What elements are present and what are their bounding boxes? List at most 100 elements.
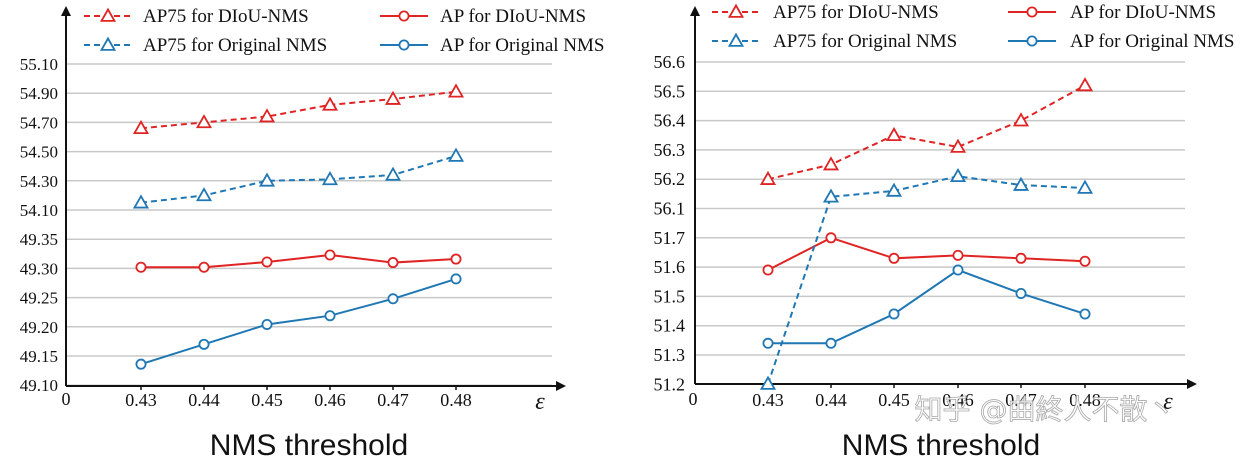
y-tick-label: 56.2 — [654, 169, 686, 189]
data-point — [1012, 176, 1030, 191]
legend-item: AP75 for DIoU-NMS — [84, 6, 309, 27]
series-ap75-for-diou-nms — [759, 77, 1094, 185]
data-point — [949, 167, 967, 183]
legend-marker — [1026, 6, 1038, 18]
y-tick-label: 51.3 — [654, 345, 686, 365]
x-axis-title: NMS threshold — [210, 429, 408, 462]
x-tick-label: 0.47 — [377, 390, 409, 410]
y-tick-label: 51.6 — [654, 257, 686, 277]
data-point — [1012, 112, 1030, 127]
y-tick-label: 51.5 — [654, 286, 686, 306]
data-point — [387, 293, 399, 305]
y-tick-label: 55.10 — [20, 55, 58, 74]
x-tick-label: 0.46 — [942, 390, 974, 410]
legend-marker — [99, 7, 117, 22]
y-tick-label: 49.10 — [20, 376, 58, 395]
x-tick-label: 0.48 — [1069, 390, 1101, 410]
y-tick-label: 54.90 — [20, 84, 58, 103]
legend-marker — [398, 10, 410, 22]
data-point — [885, 182, 903, 197]
series-line — [767, 236, 1086, 271]
watermark: 知乎 @曲終人不散丶 — [915, 393, 1176, 426]
x-axis-title: NMS threshold — [842, 429, 1040, 462]
y-tick-label: 56.4 — [654, 111, 686, 131]
legend-item: AP for DIoU-NMS — [1008, 2, 1216, 23]
data-point — [888, 252, 900, 264]
y-tick-label: 54.70 — [20, 113, 58, 132]
data-point — [198, 338, 210, 350]
origin-label: 0 — [689, 389, 698, 409]
series-ap75-for-original-nms — [132, 147, 465, 209]
legend-label: AP for DIoU-NMS — [1070, 2, 1216, 23]
data-point — [195, 187, 213, 202]
data-point — [1076, 77, 1094, 92]
x-tick-label: 0.44 — [188, 390, 220, 410]
legend-item: AP for Original NMS — [380, 35, 605, 56]
data-point — [258, 172, 276, 187]
legend-label: AP for Original NMS — [1070, 31, 1235, 52]
data-point — [447, 147, 465, 162]
data-point — [324, 249, 336, 261]
legend-item: AP75 for Original NMS — [84, 35, 327, 56]
series-line — [767, 84, 1086, 181]
legend-item: AP75 for DIoU-NMS — [712, 2, 939, 23]
legend-item: AP for DIoU-NMS — [380, 6, 586, 27]
y-tick-label: 49.15 — [20, 347, 58, 366]
data-point — [384, 90, 402, 105]
y-tick-label: 54.30 — [20, 172, 58, 191]
data-point — [132, 119, 150, 135]
y-tick-label: 54.10 — [20, 201, 58, 220]
legend-label: AP for Original NMS — [440, 35, 605, 56]
series-ap75-for-original-nms — [759, 167, 1094, 390]
y-tick-label: 56.3 — [654, 140, 686, 160]
data-point — [759, 170, 777, 185]
x-tick-label: 0.45 — [251, 390, 283, 410]
data-point — [261, 318, 273, 330]
y-tick-label: 56.1 — [654, 199, 686, 219]
legend-marker — [727, 32, 745, 47]
y-axis-arrow — [690, 6, 700, 16]
series-ap-for-original-nms — [135, 273, 462, 370]
data-point — [952, 264, 964, 276]
series-ap75-for-diou-nms — [132, 83, 465, 135]
legend-item: AP75 for Original NMS — [712, 31, 957, 52]
data-point — [324, 310, 336, 322]
legend-label: AP for DIoU-NMS — [440, 6, 586, 27]
y-tick-label: 49.25 — [20, 289, 58, 308]
data-point — [450, 253, 462, 265]
data-point — [135, 261, 147, 273]
data-point — [762, 337, 774, 349]
data-point — [447, 83, 465, 98]
legend-label: AP75 for DIoU-NMS — [773, 2, 939, 23]
legend-label: AP75 for Original NMS — [773, 31, 957, 52]
data-point — [759, 375, 777, 390]
series-line — [768, 268, 1086, 345]
data-point — [885, 126, 903, 142]
x-tick-label: 0.45 — [878, 390, 910, 410]
data-point — [321, 171, 339, 186]
x-tick-label: 0.43 — [125, 390, 157, 410]
data-point — [952, 249, 964, 261]
series-ap-for-original-nms — [762, 264, 1091, 349]
y-tick-label: 49.35 — [20, 230, 58, 249]
y-tick-label: 56.6 — [654, 52, 686, 72]
data-point — [1079, 308, 1091, 320]
y-tick-label: 51.4 — [654, 316, 686, 336]
data-point — [135, 358, 147, 370]
data-point — [825, 337, 837, 349]
data-point — [949, 138, 967, 153]
axis-symbol: ε — [1163, 389, 1173, 415]
data-point — [261, 256, 273, 268]
chart-2: 51.2 51.3 51.4 51.5 51.6 51.7 56.1 56.2 56.3 56.4… — [654, 2, 1235, 462]
legend-label: AP75 for DIoU-NMS — [143, 6, 309, 27]
data-point — [384, 166, 402, 181]
data-point — [762, 264, 774, 276]
data-point — [825, 232, 837, 244]
legend-marker — [398, 39, 410, 51]
data-point — [1015, 252, 1027, 264]
series-line — [140, 277, 457, 366]
data-point — [822, 156, 840, 171]
data-point — [1079, 255, 1091, 267]
y-tick-label: 56.5 — [654, 81, 686, 101]
